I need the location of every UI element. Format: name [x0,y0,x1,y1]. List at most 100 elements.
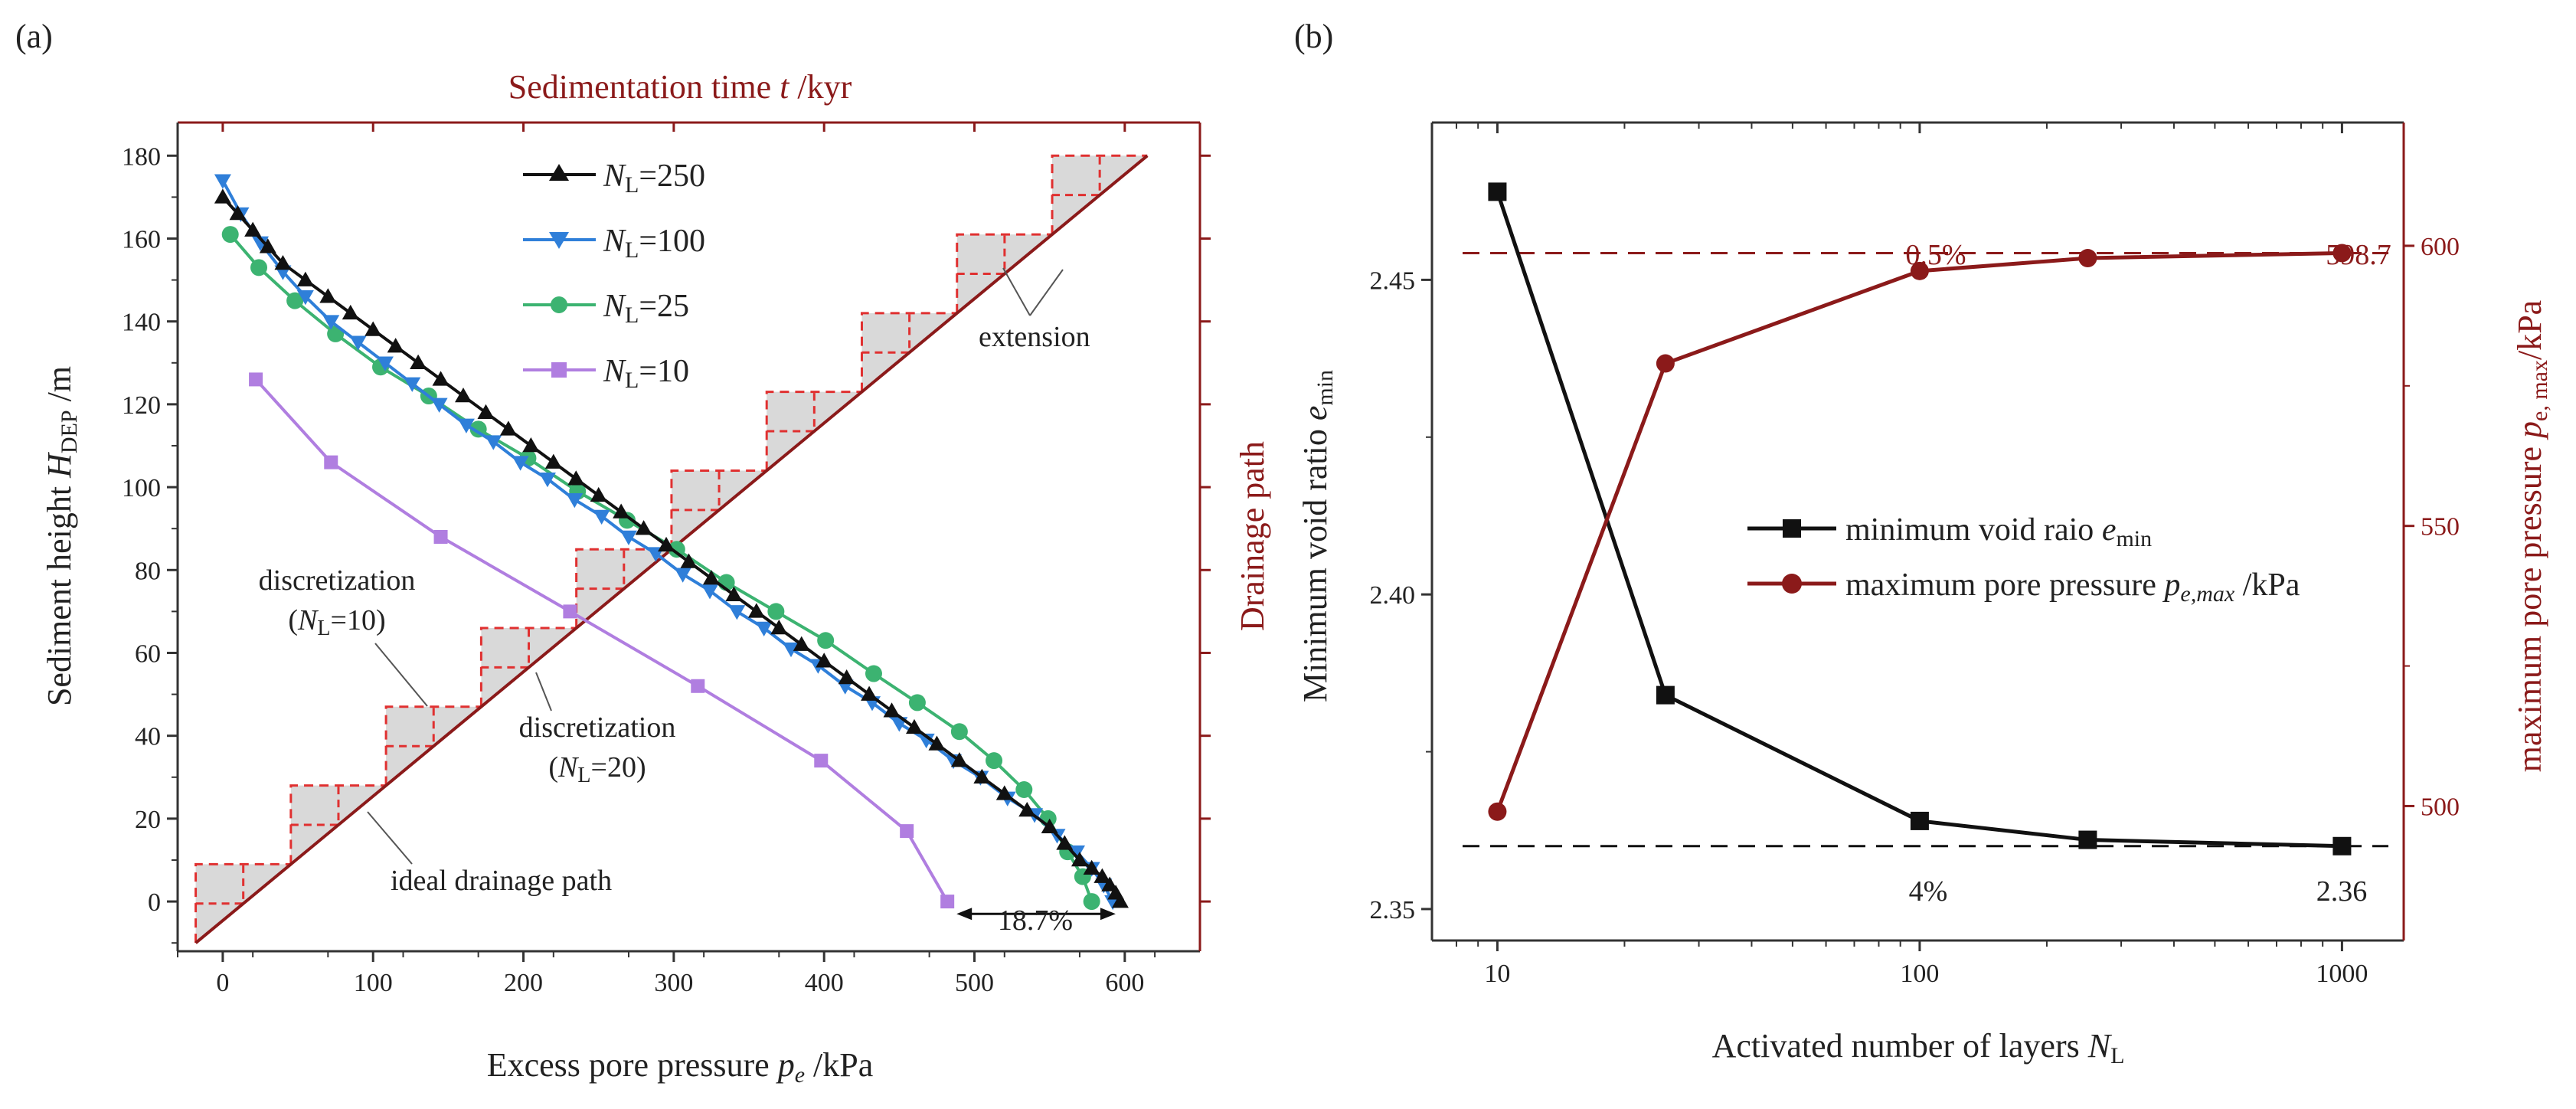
data-point [767,603,785,620]
y-tick-label: 100 [122,474,161,502]
annotation-b-pct-bot: 4% [1909,875,1948,908]
stair-step-n10 [479,626,577,707]
stair-step-n20 [195,864,245,905]
x-tick-label: 10 [1484,960,1510,988]
annotation-ideal-path-leader [367,811,413,865]
annotation-ideal-path-text: ideal drainage path [391,865,612,897]
data-point [905,718,923,734]
stair-step-n10 [860,312,957,392]
data-point [1111,893,1129,908]
data-point [229,205,247,221]
annotation-diff: 18.7% [956,905,1116,937]
y-tick-label: 140 [122,309,161,337]
data-point [1041,818,1058,833]
panel-a-label: (a) [15,18,53,55]
series-emin [1488,182,2352,855]
series-line [254,378,949,903]
stair-step-n10 [195,862,291,944]
data-point [940,895,955,909]
data-point [2078,830,2097,849]
legend-marker-nl25 [551,296,567,313]
stair-step-n10 [384,705,482,786]
data-point [296,290,314,306]
stair-step-n20 [576,549,626,590]
data-point [251,236,269,251]
legend-item-nl10: NL=10 [523,354,689,393]
y-right-tick-label: 500 [2421,793,2460,821]
annotation-discretization-10-param: (NL=10) [288,604,385,640]
data-point [1071,851,1088,867]
legend-marker-emin [1783,519,1801,538]
panel-a-legend: NL=250 NL=100 NL=25 NL=10 [523,159,705,393]
data-point [432,371,449,386]
series-line [221,196,1122,903]
panel-a-drainage-stairs [195,154,1149,944]
annotation-ideal-path: ideal drainage path [367,811,612,897]
data-point [322,315,340,330]
data-point [619,530,637,545]
data-point [455,388,472,403]
data-point [986,752,1003,770]
panel-b-plot: 10 100 1000 2.35 2.40 2.45 500 550 600 [1370,121,2460,988]
panel-a-plot: 0 100 200 300 400 500 600 0 20 40 60 80 100 120 140 160… [122,121,1211,997]
data-point [457,418,475,433]
legend-label-nl250: NL=250 [603,159,705,198]
data-point [883,702,901,718]
data-point [613,503,630,519]
data-point [917,733,935,749]
annotation-extension: extension [979,267,1090,353]
x-tick-label: 600 [1105,969,1144,997]
data-point [512,456,529,471]
data-point [1656,354,1675,373]
panel-b-left-axis-label: Minimum void ratio emin [1296,370,1338,702]
stair-step-n10 [765,391,862,471]
data-point [1018,802,1036,817]
stair-step-n20 [956,234,1006,275]
data-point [973,768,991,784]
data-point [324,455,338,469]
legend-label-nl100: NL=100 [603,224,705,263]
annotation-discretization-20-text: discretization [519,712,676,744]
legend-label-nl25: NL=25 [603,289,689,328]
series-pemax [1488,244,2352,821]
legend-item-nl100: NL=100 [523,224,705,263]
legend-marker-nl100 [549,232,569,249]
data-point [1488,182,1507,201]
annotation-extension-leader-2 [1029,269,1064,316]
data-point [1101,876,1119,891]
data-point [701,584,718,600]
data-point [349,335,367,351]
data-point [567,470,585,486]
x-tick-label: 300 [654,969,693,997]
stair-step-n20 [386,706,435,748]
stair-step-n20 [861,312,911,354]
data-point [1083,893,1100,911]
x-tick-label: 100 [354,969,393,997]
data-point [674,568,691,583]
data-point [566,493,584,509]
panel-b-legend: minimum void raio emin maximum pore pres… [1747,512,2300,607]
series-nl250 [214,188,1129,908]
y-tick-label: 160 [122,225,161,254]
y-left-tick-label: 2.35 [1370,896,1416,924]
data-point [755,621,773,637]
annotation-b-val-top: 598.7 [2326,239,2391,271]
data-point [1083,859,1100,875]
panel-b-x-axis-label: Activated number of layers NL [1712,1027,2125,1068]
data-point [250,259,268,276]
y-tick-label: 20 [135,806,161,834]
y-tick-label: 180 [122,142,161,171]
stair-step-n10 [289,784,387,865]
panel-a-top-axis-title: Sedimentation time t /kyr [508,68,852,106]
x-tick-label: 500 [955,969,994,997]
data-point [376,356,394,371]
y-left-tick-label: 2.40 [1370,581,1416,610]
x-tick-label: 0 [216,969,229,997]
y-tick-label: 60 [135,640,161,668]
data-point [2078,249,2097,268]
data-point [747,603,765,618]
data-point [485,435,502,450]
data-point [1488,802,1507,821]
x-tick-label: 200 [504,969,543,997]
data-point [2332,836,2352,855]
